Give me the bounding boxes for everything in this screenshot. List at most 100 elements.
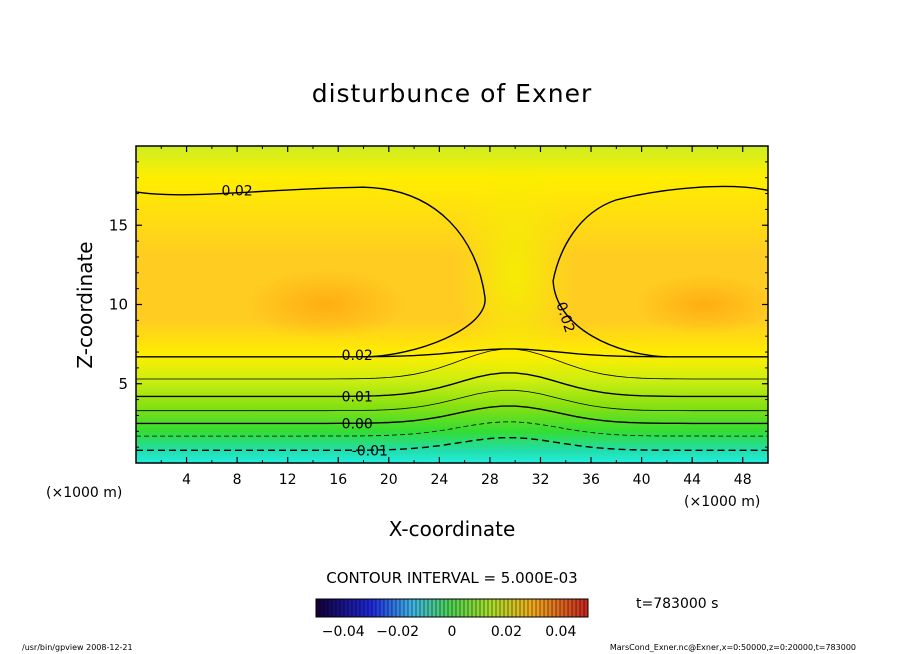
- x-axis-ticks: 4 8 12 16 20 24 28 32 36 40 44 48: [160, 146, 752, 488]
- colorbar-bin-51: [520, 599, 525, 617]
- colorbar-tick-label-1: −0.02: [376, 624, 419, 640]
- colorbar-bin-9: [352, 599, 357, 617]
- colorbar-bin-50: [516, 599, 521, 617]
- colorbar-bin-59: [552, 599, 557, 617]
- colorbar-bin-0: [316, 599, 321, 617]
- colorbar-bin-58: [548, 599, 553, 617]
- colorbar-bin-25: [416, 599, 421, 617]
- colorbar-bin-62: [564, 599, 569, 617]
- colorbar: [315, 599, 589, 617]
- x-tick-label-12: 12: [279, 472, 297, 488]
- x-axis-label: X-coordinate: [389, 517, 516, 541]
- contour-label-4: 0.00: [342, 416, 373, 432]
- colorbar-bin-1: [320, 599, 325, 617]
- colorbar-bin-7: [344, 599, 349, 617]
- colorbar-bin-43: [488, 599, 493, 617]
- contour-line-3: [136, 389, 768, 412]
- colorbar-bin-18: [388, 599, 393, 617]
- colorbar-bin-53: [528, 599, 533, 617]
- colorbar-bin-61: [560, 599, 565, 617]
- colorbar-bin-34: [452, 599, 457, 617]
- contour-line-upper-left: [136, 186, 486, 358]
- colorbar-bin-22: [404, 599, 409, 617]
- footer-left: /usr/bin/gpview 2008-12-21: [22, 643, 133, 652]
- colorbar-bin-15: [376, 599, 381, 617]
- colorbar-bin-47: [504, 599, 509, 617]
- colorbar-bin-31: [440, 599, 445, 617]
- y-axis-ticks: 5 10 15: [109, 161, 768, 448]
- field-mid-column: [455, 152, 576, 393]
- x-tick-label-32: 32: [532, 472, 550, 488]
- colorbar-tick-label-3: 0.02: [491, 624, 522, 640]
- x-tick-label-36: 36: [582, 472, 600, 488]
- colorbar-bin-66: [580, 599, 585, 617]
- colorbar-bin-2: [324, 599, 329, 617]
- field-max-left: [245, 269, 406, 340]
- colorbar-bin-3: [328, 599, 333, 617]
- x-tick-label-20: 20: [380, 472, 398, 488]
- colorbar-bin-19: [392, 599, 397, 617]
- colorbar-bin-24: [412, 599, 417, 617]
- colorbar-bin-6: [340, 599, 345, 617]
- colorbar-bin-27: [424, 599, 429, 617]
- colorbar-frame: [315, 598, 589, 618]
- colorbar-bin-46: [500, 599, 505, 617]
- colorbar-bin-49: [512, 599, 517, 617]
- colorbar-bin-63: [568, 599, 573, 617]
- contour-line-4: [136, 405, 768, 425]
- contour-line-2: [136, 372, 768, 398]
- colorbar-bin-67: [584, 599, 589, 617]
- colorbar-bin-17: [384, 599, 389, 617]
- z-unit-label: (×1000 m): [46, 485, 122, 501]
- colorbar-bin-28: [428, 599, 433, 617]
- contour-label-1: 0.02: [342, 348, 373, 364]
- contour-label-0: 0.02: [222, 183, 253, 199]
- colorbar-bin-38: [468, 599, 473, 617]
- colorbar-bin-26: [420, 599, 425, 617]
- colorbar-bin-13: [368, 599, 373, 617]
- colorbar-bin-33: [448, 599, 453, 617]
- colorbar-bin-42: [484, 599, 489, 617]
- x-tick-label-44: 44: [683, 472, 701, 488]
- chart-title: disturbunce of Exner: [312, 79, 593, 108]
- colorbar-bin-35: [456, 599, 461, 617]
- colorbar-bin-29: [432, 599, 437, 617]
- colorbar-bin-56: [540, 599, 545, 617]
- contour-label-3: 0.01: [342, 389, 373, 405]
- colorbar-bin-40: [476, 599, 481, 617]
- colorbar-bin-5: [336, 599, 341, 617]
- colorbar-tick-label-4: 0.04: [545, 624, 576, 640]
- colorbar-bin-39: [472, 599, 477, 617]
- colorbar-bin-57: [544, 599, 549, 617]
- x-tick-label-40: 40: [633, 472, 651, 488]
- colorbar-bin-37: [464, 599, 469, 617]
- colorbar-tick-label-0: −0.04: [322, 624, 365, 640]
- colorbar-bin-54: [532, 599, 537, 617]
- colorbar-bin-14: [372, 599, 377, 617]
- y-tick-label-10: 10: [109, 296, 128, 314]
- colorbar-bin-52: [524, 599, 529, 617]
- footer-right: MarsCond_Exner.nc@Exner,x=0:50000,z=0:20…: [610, 643, 856, 652]
- colorbar-bin-64: [572, 599, 577, 617]
- colorbar-ticks: −0.04 −0.02 0 0.02 0.04: [322, 624, 577, 640]
- colorbar-bin-55: [536, 599, 541, 617]
- x-tick-label-28: 28: [481, 472, 499, 488]
- colorbar-bin-21: [400, 599, 405, 617]
- contour-line-6: [136, 437, 768, 451]
- x-tick-label-4: 4: [182, 472, 191, 488]
- colorbar-bin-48: [508, 599, 513, 617]
- colorbar-bin-45: [496, 599, 501, 617]
- colorbar-bin-11: [360, 599, 365, 617]
- contour-interval-label: CONTOUR INTERVAL = 5.000E-03: [326, 569, 577, 587]
- x-tick-label-16: 16: [329, 472, 347, 488]
- x-tick-label-8: 8: [233, 472, 242, 488]
- y-tick-label-15: 15: [109, 216, 128, 234]
- colorbar-bin-8: [348, 599, 353, 617]
- colorbar-bin-65: [576, 599, 581, 617]
- y-tick-label-5: 5: [118, 375, 128, 393]
- contour-label-5: -0.01: [352, 443, 388, 459]
- colorbar-bin-12: [364, 599, 369, 617]
- colorbar-bin-44: [492, 599, 497, 617]
- colorbar-bin-36: [460, 599, 465, 617]
